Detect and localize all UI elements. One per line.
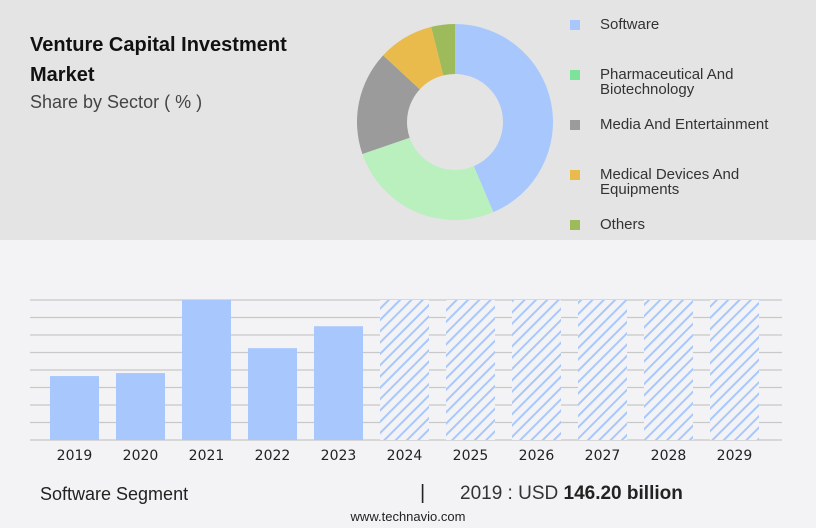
donut-slice-4: [431, 24, 455, 76]
value-prefix: 2019 : USD: [460, 483, 559, 504]
chart-title: Venture Capital Investment Market: [30, 34, 287, 86]
forecast-bar-2028: [644, 300, 693, 440]
donut-slice-0: [455, 24, 553, 213]
x-tick-label: 2029: [717, 448, 753, 464]
forecast-bar-2027: [578, 300, 627, 440]
segment-label: Software Segment: [40, 484, 189, 504]
x-tick-label: 2022: [255, 448, 291, 464]
legend-swatch: [570, 120, 580, 130]
x-tick-label: 2025: [453, 448, 489, 464]
value-amount: 146.20 billion: [563, 483, 683, 504]
legend-label: Pharmaceutical And Biotechnology: [600, 66, 734, 98]
forecast-bar-2025: [446, 300, 495, 440]
bar-2023: [314, 326, 363, 440]
donut-slice-3: [383, 26, 444, 90]
segment-value: 2019 : USD 146.20 billion: [460, 483, 683, 505]
legend-swatch: [570, 70, 580, 80]
website: www.technavio.com: [350, 509, 466, 524]
legend-swatch: [570, 170, 580, 180]
x-tick-label: 2028: [651, 448, 687, 464]
forecast-bar-2024: [380, 300, 429, 440]
x-tick-label: 2026: [519, 448, 555, 464]
donut-slice-2: [357, 55, 420, 155]
forecast-bar-2026: [512, 300, 561, 440]
bar-2022: [248, 348, 297, 440]
x-tick-label: 2019: [57, 448, 93, 464]
donut-chart: [357, 24, 553, 220]
x-tick-label: 2023: [321, 448, 357, 464]
x-tick-label: 2024: [387, 448, 423, 464]
bar-chart: 2019 2020 2021 2022 2023 2024 2025 2026 2027 2028…: [30, 299, 782, 464]
x-tick-label: 2020: [123, 448, 159, 464]
bar-2021: [182, 300, 231, 440]
x-tick-label: 2021: [189, 448, 225, 464]
legend-label: Medical Devices And Equipments: [600, 166, 740, 198]
legend-label: Others: [600, 216, 646, 233]
separator: |: [420, 482, 426, 504]
chart-subtitle: Share by Sector ( % ): [30, 92, 203, 112]
x-tick-label: 2027: [585, 448, 621, 464]
donut-slice-1: [362, 137, 494, 220]
legend-swatch: [570, 220, 580, 230]
forecast-bar-2029: [710, 300, 759, 440]
legend-label: Software: [600, 16, 660, 33]
legend-label: Media And Entertainment: [600, 116, 769, 133]
bar-2020: [116, 373, 165, 440]
bar-2019: [50, 376, 99, 440]
legend-swatch: [570, 20, 580, 30]
